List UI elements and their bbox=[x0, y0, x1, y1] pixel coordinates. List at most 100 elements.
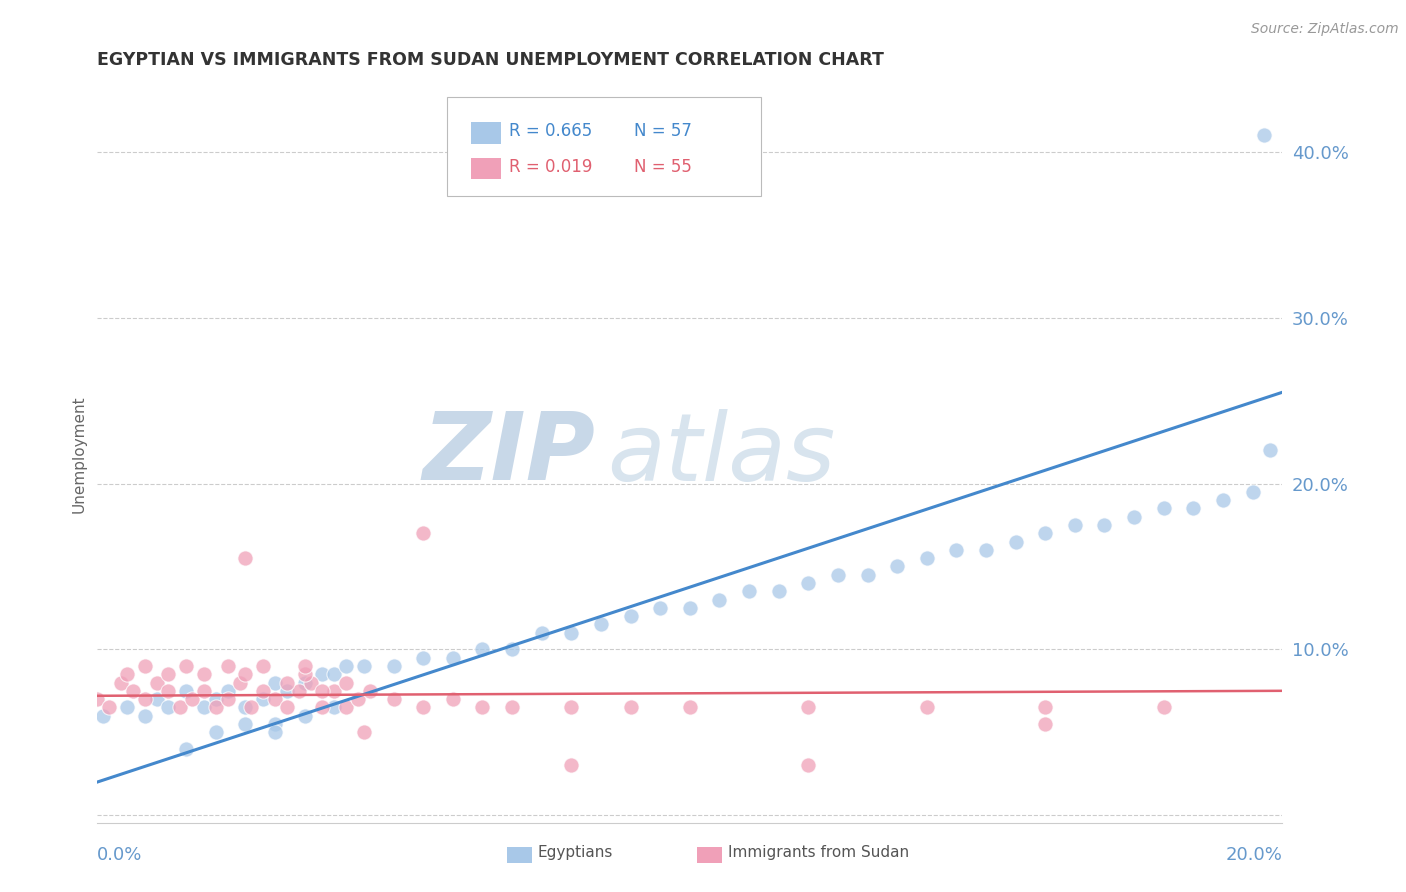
Point bbox=[122, 683, 145, 698]
Point bbox=[86, 692, 108, 706]
Point bbox=[276, 683, 298, 698]
Point bbox=[560, 700, 582, 714]
Text: N = 57: N = 57 bbox=[634, 122, 692, 140]
Point bbox=[1033, 717, 1056, 731]
Point bbox=[1182, 501, 1205, 516]
Point bbox=[145, 675, 167, 690]
Text: ZIP: ZIP bbox=[422, 409, 595, 500]
Point bbox=[412, 700, 434, 714]
Text: 20.0%: 20.0% bbox=[1226, 846, 1282, 863]
Point bbox=[382, 659, 405, 673]
Text: atlas: atlas bbox=[607, 409, 835, 500]
Point bbox=[1123, 509, 1146, 524]
Point bbox=[1253, 128, 1275, 143]
Text: R = 0.019: R = 0.019 bbox=[509, 158, 592, 176]
Point bbox=[471, 700, 494, 714]
Point bbox=[501, 700, 523, 714]
Point bbox=[193, 700, 215, 714]
Point bbox=[347, 692, 370, 706]
Point bbox=[240, 700, 263, 714]
Point bbox=[134, 659, 156, 673]
Point bbox=[589, 617, 612, 632]
Y-axis label: Unemployment: Unemployment bbox=[72, 396, 86, 513]
Point bbox=[193, 683, 215, 698]
Point bbox=[217, 692, 239, 706]
Point bbox=[235, 717, 257, 731]
Point bbox=[235, 551, 257, 566]
Point bbox=[115, 667, 138, 681]
Point bbox=[679, 600, 702, 615]
Point bbox=[157, 700, 180, 714]
Point bbox=[886, 559, 908, 574]
Text: Immigrants from Sudan: Immigrants from Sudan bbox=[728, 846, 908, 861]
Point bbox=[797, 576, 820, 591]
Point bbox=[252, 659, 274, 673]
Point bbox=[679, 700, 702, 714]
Text: Source: ZipAtlas.com: Source: ZipAtlas.com bbox=[1251, 22, 1399, 37]
Point bbox=[1004, 534, 1026, 549]
Point bbox=[945, 542, 967, 557]
Point bbox=[1260, 443, 1282, 458]
Point bbox=[110, 675, 132, 690]
Point bbox=[441, 692, 464, 706]
Point bbox=[619, 609, 641, 624]
Text: Egyptians: Egyptians bbox=[538, 846, 613, 861]
Point bbox=[294, 708, 316, 723]
Text: EGYPTIAN VS IMMIGRANTS FROM SUDAN UNEMPLOYMENT CORRELATION CHART: EGYPTIAN VS IMMIGRANTS FROM SUDAN UNEMPL… bbox=[97, 51, 884, 69]
Point bbox=[294, 667, 316, 681]
Point bbox=[228, 675, 250, 690]
Point bbox=[1241, 484, 1264, 499]
Point bbox=[530, 625, 553, 640]
Point bbox=[264, 692, 287, 706]
Point bbox=[235, 700, 257, 714]
Point bbox=[353, 725, 375, 739]
Point bbox=[181, 692, 204, 706]
Point bbox=[276, 700, 298, 714]
Text: N = 55: N = 55 bbox=[634, 158, 692, 176]
Point bbox=[768, 584, 790, 599]
Point bbox=[252, 683, 274, 698]
FancyBboxPatch shape bbox=[471, 122, 502, 144]
Point bbox=[1033, 700, 1056, 714]
Point bbox=[264, 675, 287, 690]
Point bbox=[827, 567, 849, 582]
Point bbox=[294, 659, 316, 673]
Point bbox=[738, 584, 761, 599]
Point bbox=[276, 675, 298, 690]
Point bbox=[1063, 518, 1085, 533]
FancyBboxPatch shape bbox=[471, 158, 502, 179]
Point bbox=[335, 659, 357, 673]
Point bbox=[1033, 526, 1056, 541]
Text: R = 0.665: R = 0.665 bbox=[509, 122, 592, 140]
Point bbox=[174, 683, 197, 698]
Point bbox=[174, 659, 197, 673]
Point bbox=[264, 725, 287, 739]
Point bbox=[915, 551, 938, 566]
Point bbox=[1153, 700, 1175, 714]
Point bbox=[264, 717, 287, 731]
Point bbox=[115, 700, 138, 714]
Point bbox=[441, 650, 464, 665]
Point bbox=[91, 708, 114, 723]
Point bbox=[134, 692, 156, 706]
Point bbox=[1212, 493, 1234, 508]
Point bbox=[294, 675, 316, 690]
Point bbox=[335, 700, 357, 714]
Point bbox=[797, 758, 820, 772]
Point bbox=[323, 667, 346, 681]
Point bbox=[217, 659, 239, 673]
Point bbox=[323, 700, 346, 714]
Point bbox=[145, 692, 167, 706]
Point bbox=[157, 667, 180, 681]
Point bbox=[193, 667, 215, 681]
Text: 0.0%: 0.0% bbox=[97, 846, 143, 863]
Point bbox=[335, 675, 357, 690]
Point bbox=[288, 683, 311, 698]
Point bbox=[915, 700, 938, 714]
Point bbox=[174, 742, 197, 756]
Point bbox=[359, 683, 381, 698]
Point bbox=[560, 625, 582, 640]
Point bbox=[619, 700, 641, 714]
Point bbox=[709, 592, 731, 607]
Point bbox=[205, 725, 228, 739]
